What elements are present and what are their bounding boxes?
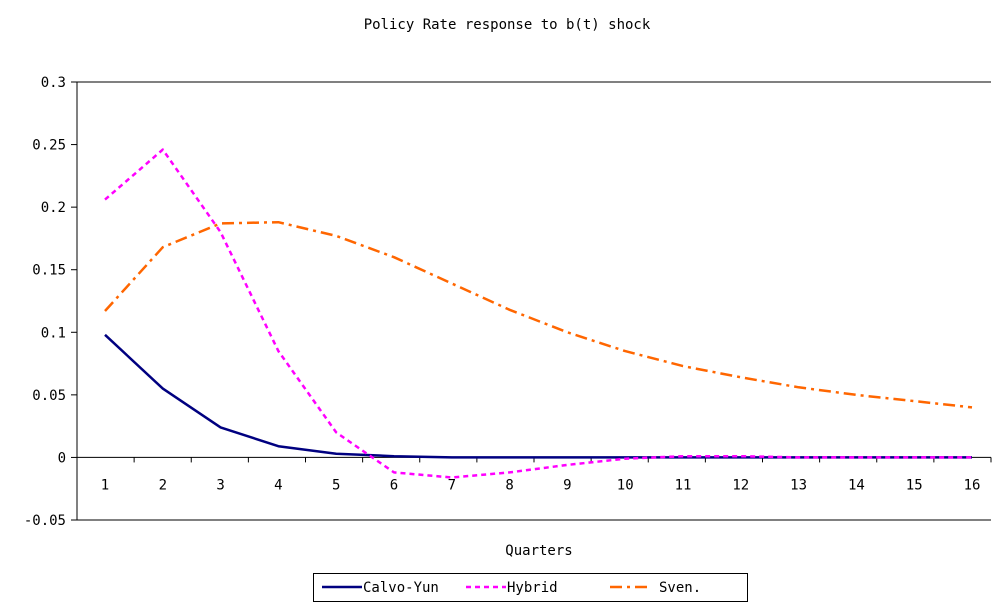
- y-tick-label: -0.05: [24, 513, 66, 529]
- legend-label-calvo-yun: Calvo-Yun: [363, 580, 439, 596]
- x-tick-label: 12: [732, 477, 749, 493]
- series-line-calvo-yun: [104, 333, 972, 459]
- x-tick-label: 14: [848, 477, 865, 493]
- x-tick-label: 11: [675, 477, 692, 493]
- x-tick-label: 3: [216, 477, 224, 493]
- y-tick-label: 0: [58, 450, 66, 466]
- x-tick-label: 13: [790, 477, 807, 493]
- y-tick-label: 0.05: [32, 388, 66, 404]
- x-tick-label: 2: [159, 477, 167, 493]
- series-line-sven: [104, 220, 973, 409]
- y-tick-label: 0.1: [41, 325, 66, 341]
- y-tick-label: 0.3: [41, 75, 66, 91]
- x-tick-label: 4: [274, 477, 282, 493]
- legend-label-hybrid: Hybrid: [507, 580, 558, 596]
- x-axis-label: Quarters: [505, 543, 572, 559]
- y-tick-label: 0.2: [41, 200, 66, 216]
- legend-item-hybrid: Hybrid: [466, 580, 558, 596]
- legend-item-sven: Sven.: [610, 580, 701, 596]
- x-tick-label: 9: [563, 477, 571, 493]
- y-axis: 0.3 0.25 0.2 0.15 0.1 0.05 0 -0.05: [24, 75, 991, 529]
- series-layer: [104, 148, 973, 479]
- chart-title: Policy Rate response to b(t) shock: [364, 17, 651, 33]
- x-tick-label: 7: [448, 477, 456, 493]
- x-tick-label: 15: [906, 477, 923, 493]
- legend-label-sven: Sven.: [659, 580, 701, 596]
- series-line-hybrid: [104, 148, 972, 479]
- legend: Calvo-Yun Hybrid Sven.: [313, 573, 748, 602]
- x-tick-label: 1: [101, 477, 109, 493]
- x-tick-label: 16: [964, 477, 981, 493]
- y-tick-label: 0.25: [32, 138, 66, 154]
- legend-item-calvo-yun: Calvo-Yun: [322, 580, 439, 596]
- x-tick-label: 10: [617, 477, 634, 493]
- x-tick-label: 5: [332, 477, 340, 493]
- x-axis: 1 2 3 4 5 6 7 8 9 10 11 12 13 14 15 16: [76, 456, 992, 493]
- x-tick-label: 6: [390, 477, 398, 493]
- y-tick-label: 0.15: [32, 263, 66, 279]
- x-tick-label: 8: [505, 477, 513, 493]
